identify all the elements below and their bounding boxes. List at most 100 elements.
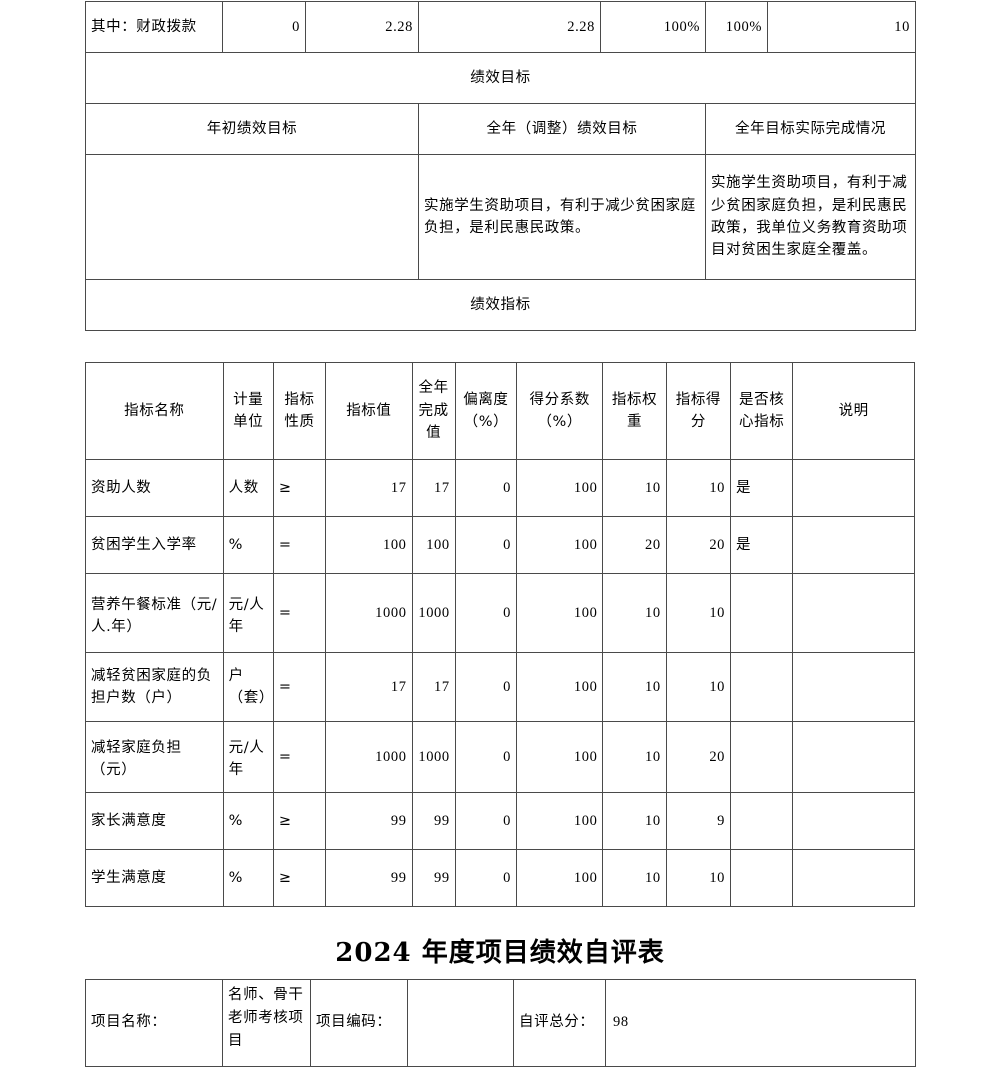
funding-begin-value: 0 <box>222 1 306 53</box>
indicator-coefficient: 100 <box>516 459 604 517</box>
indicator-nature: ≥ <box>272 792 327 850</box>
funding-row-label: 其中：财政拨款 <box>85 1 223 53</box>
indicator-table-header-row: 指标名称 计量单位 指标性质 指标值 全年完成值 偏离度（%） 得分系数（%） … <box>85 362 915 460</box>
funding-score: 10 <box>767 1 916 53</box>
project-code-label: 项目编码： <box>310 979 408 1067</box>
indicator-weight: 10 <box>602 652 667 722</box>
col-header-actual-value: 全年完成值 <box>411 362 456 460</box>
table-row: 减轻贫困家庭的负担户数（户） 户（套） = 17 17 0 100 10 10 <box>85 652 915 722</box>
col-header-score-coefficient: 得分系数（%） <box>516 362 604 460</box>
table-row-goal-band: 绩效目标 <box>85 52 916 104</box>
performance-indicator-band-label: 绩效指标 <box>85 279 916 331</box>
indicator-deviation: 0 <box>454 849 518 907</box>
project-name-value: 名师、骨干老师考核项目 <box>222 979 311 1067</box>
goal-header-actual: 全年目标实际完成情况 <box>705 103 916 155</box>
indicator-coefficient: 100 <box>516 792 604 850</box>
indicator-actual: 1000 <box>411 573 456 653</box>
table-row: 家长满意度 % ≥ 99 99 0 100 10 9 <box>85 792 915 850</box>
table-row: 项目名称： 名师、骨干老师考核项目 项目编码： 自评总分： 98 <box>85 979 916 1067</box>
indicator-nature: = <box>272 721 327 793</box>
indicator-score: 10 <box>665 652 732 722</box>
indicator-name: 资助人数 <box>85 459 224 517</box>
indicator-name: 贫困学生入学率 <box>85 516 224 574</box>
funding-rate-1: 100% <box>600 1 706 53</box>
indicator-coefficient: 100 <box>516 516 604 574</box>
indicator-deviation: 0 <box>454 516 518 574</box>
indicator-note <box>792 721 915 793</box>
indicator-actual: 99 <box>411 792 456 850</box>
col-header-note: 说明 <box>792 362 915 460</box>
indicator-nature: = <box>272 516 327 574</box>
table-row-goal-bodies: 实施学生资助项目，有利于减少贫困家庭负担，是利民惠民政策。 实施学生资助项目，有… <box>85 154 916 280</box>
indicator-deviation: 0 <box>454 652 518 722</box>
indicator-weight: 10 <box>602 459 667 517</box>
goal-text-actual: 实施学生资助项目，有利于减少贫困家庭负担，是利民惠民政策，我单位义务教育资助项目… <box>705 154 916 280</box>
goal-header-initial: 年初绩效目标 <box>85 103 419 155</box>
indicator-is-core <box>730 849 794 907</box>
indicator-deviation: 0 <box>454 792 518 850</box>
indicator-score: 10 <box>665 849 732 907</box>
col-header-deviation: 偏离度（%） <box>454 362 518 460</box>
col-header-nature: 指标性质 <box>272 362 327 460</box>
goal-text-initial <box>85 154 419 280</box>
indicator-weight: 10 <box>602 573 667 653</box>
indicator-score: 10 <box>665 573 732 653</box>
indicator-target: 100 <box>325 516 413 574</box>
col-header-indicator-score: 指标得分 <box>665 362 732 460</box>
table-row-funding: 其中：财政拨款 0 2.28 2.28 100% 100% 10 <box>85 1 916 53</box>
indicator-unit: 元/人年 <box>222 721 274 793</box>
table-row: 学生满意度 % ≥ 99 99 0 100 10 10 <box>85 849 915 907</box>
indicator-is-core: 是 <box>730 516 794 574</box>
indicator-nature: ≥ <box>272 459 327 517</box>
funding-adjusted-value: 2.28 <box>305 1 419 53</box>
indicator-nature: = <box>272 573 327 653</box>
indicator-score: 10 <box>665 459 732 517</box>
indicator-target: 17 <box>325 459 413 517</box>
indicator-deviation: 0 <box>454 573 518 653</box>
indicator-unit: 人数 <box>222 459 274 517</box>
indicator-actual: 100 <box>411 516 456 574</box>
indicator-score: 20 <box>665 516 732 574</box>
indicator-nature: = <box>272 652 327 722</box>
table-row-indicator-band: 绩效指标 <box>85 279 916 331</box>
indicator-note <box>792 849 915 907</box>
indicator-coefficient: 100 <box>516 721 604 793</box>
col-header-is-core: 是否核心指标 <box>730 362 794 460</box>
indicator-coefficient: 100 <box>516 652 604 722</box>
indicator-coefficient: 100 <box>516 573 604 653</box>
col-header-target-value: 指标值 <box>325 362 413 460</box>
indicator-is-core <box>730 652 794 722</box>
indicator-weight: 10 <box>602 792 667 850</box>
performance-goal-band-label: 绩效目标 <box>85 52 916 104</box>
indicator-note <box>792 792 915 850</box>
goal-header-adjusted: 全年（调整）绩效目标 <box>418 103 706 155</box>
indicator-name: 减轻贫困家庭的负担户数（户） <box>85 652 224 722</box>
indicator-coefficient: 100 <box>516 849 604 907</box>
indicator-score: 20 <box>665 721 732 793</box>
project-self-evaluation-table: 项目名称： 名师、骨干老师考核项目 项目编码： 自评总分： 98 <box>85 979 916 1067</box>
indicator-is-core <box>730 573 794 653</box>
indicator-is-core <box>730 792 794 850</box>
indicator-is-core <box>730 721 794 793</box>
indicator-target: 1000 <box>325 573 413 653</box>
indicator-target: 99 <box>325 792 413 850</box>
indicator-deviation: 0 <box>454 721 518 793</box>
indicator-name: 减轻家庭负担（元） <box>85 721 224 793</box>
performance-indicator-table: 指标名称 计量单位 指标性质 指标值 全年完成值 偏离度（%） 得分系数（%） … <box>85 362 915 907</box>
indicator-unit: % <box>222 792 274 850</box>
col-header-indicator-name: 指标名称 <box>85 362 224 460</box>
indicator-weight: 10 <box>602 849 667 907</box>
funding-rate-2: 100% <box>705 1 768 53</box>
project-code-value <box>407 979 514 1067</box>
indicator-note <box>792 459 915 517</box>
indicator-name: 家长满意度 <box>85 792 224 850</box>
indicator-nature: ≥ <box>272 849 327 907</box>
indicator-deviation: 0 <box>454 459 518 517</box>
performance-evaluation-table: 其中：财政拨款 0 2.28 2.28 100% 100% 10 绩效目标 年初… <box>85 1 916 331</box>
indicator-note <box>792 652 915 722</box>
col-header-weight: 指标权重 <box>602 362 667 460</box>
indicator-actual: 99 <box>411 849 456 907</box>
table-row: 资助人数 人数 ≥ 17 17 0 100 10 10 是 <box>85 459 915 517</box>
indicator-actual: 17 <box>411 459 456 517</box>
